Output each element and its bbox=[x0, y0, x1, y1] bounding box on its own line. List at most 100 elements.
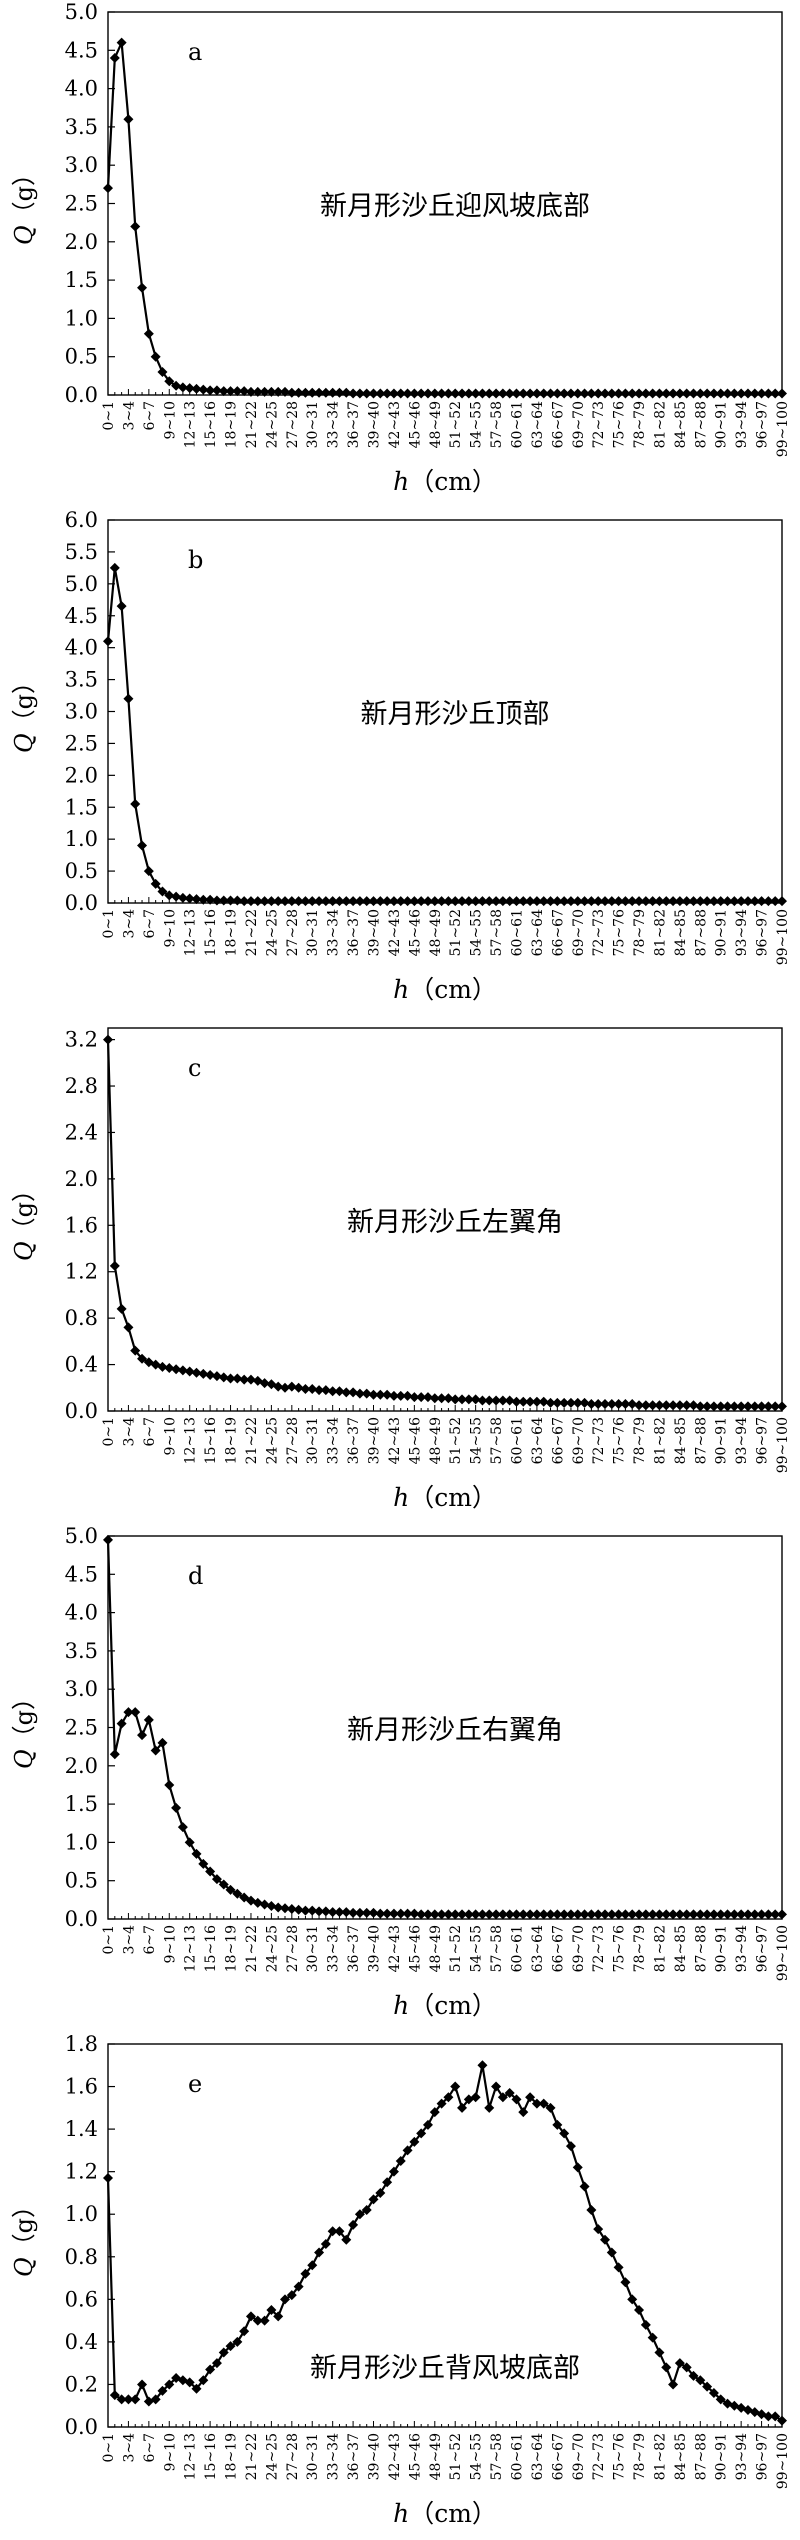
data-point bbox=[708, 1401, 719, 1412]
data-point bbox=[402, 896, 413, 907]
x-tick-label: 96~97 bbox=[755, 401, 771, 448]
data-point bbox=[722, 896, 733, 907]
y-axis-unit: （g） bbox=[10, 162, 38, 225]
y-axis-symbol: Q bbox=[10, 2257, 38, 2277]
x-tick-label: 60~61 bbox=[509, 401, 525, 448]
data-point bbox=[511, 1909, 522, 1920]
data-point bbox=[681, 1909, 692, 1920]
chart-panel-b: 0.0 0.5 1.0 1.5 2.0 2.5 3.0 3.5 4.0 4.5 5.0 5.5 6.0 0… bbox=[0, 508, 800, 1008]
y-tick-label: 5.0 bbox=[65, 572, 98, 596]
panel-annotation: 新月形沙丘右翼角 bbox=[347, 1715, 563, 1746]
data-point bbox=[450, 1909, 461, 1920]
x-tick-label: 30~31 bbox=[305, 909, 321, 956]
x-axis-symbol: h bbox=[393, 1991, 409, 2020]
data-point bbox=[599, 388, 610, 399]
x-tick-label: 21~22 bbox=[244, 1925, 260, 1972]
x-tick-label: 27~28 bbox=[285, 1417, 301, 1464]
data-point bbox=[497, 2092, 508, 2103]
data-point bbox=[559, 388, 570, 399]
data-point bbox=[457, 2102, 468, 2113]
data-point bbox=[484, 388, 495, 399]
data-point bbox=[164, 2379, 175, 2390]
x-tick-label: 6~7 bbox=[142, 1925, 158, 1955]
x-tick-label: 54~55 bbox=[469, 401, 485, 448]
data-point bbox=[484, 2102, 495, 2113]
data-point bbox=[218, 895, 229, 906]
data-point bbox=[599, 1399, 610, 1410]
data-point bbox=[572, 1397, 583, 1408]
data-point bbox=[286, 896, 297, 907]
data-point bbox=[232, 1888, 243, 1899]
x-tick-label: 84~85 bbox=[673, 909, 689, 956]
data-point bbox=[368, 388, 379, 399]
data-point bbox=[715, 2394, 726, 2405]
x-tick-label: 33~34 bbox=[326, 401, 342, 448]
data-point bbox=[777, 2415, 787, 2426]
data-point bbox=[137, 282, 148, 293]
data-point bbox=[150, 878, 161, 889]
y-axis-label: Q（g） bbox=[10, 162, 38, 245]
y-axis-label: Q（g） bbox=[10, 1178, 38, 1261]
x-tick-label: 90~91 bbox=[714, 1925, 730, 1972]
data-point bbox=[777, 388, 787, 399]
data-point bbox=[348, 1907, 359, 1918]
x-tick-label: 84~85 bbox=[673, 2433, 689, 2480]
data-point bbox=[388, 2166, 399, 2177]
data-point bbox=[450, 1394, 461, 1405]
x-tick-label: 39~40 bbox=[367, 401, 383, 448]
data-point bbox=[388, 1908, 399, 1919]
data-point bbox=[259, 1899, 270, 1910]
y-tick-label: 1.2 bbox=[65, 1260, 98, 1284]
data-point bbox=[402, 2145, 413, 2156]
x-tick-label: 87~88 bbox=[693, 401, 709, 448]
data-point bbox=[218, 1372, 229, 1383]
x-tick-label: 66~67 bbox=[550, 1925, 566, 1972]
x-tick-label: 0~1 bbox=[101, 2433, 117, 2463]
x-tick-label: 75~76 bbox=[612, 1925, 628, 1972]
data-point bbox=[143, 1714, 154, 1725]
data-point bbox=[606, 1399, 617, 1410]
y-tick-label: 6.0 bbox=[65, 508, 98, 532]
data-point bbox=[341, 1907, 352, 1918]
data-point bbox=[416, 896, 427, 907]
data-point bbox=[565, 388, 576, 399]
data-point bbox=[559, 1909, 570, 1920]
x-axis-unit: （cm） bbox=[409, 975, 497, 1004]
data-point bbox=[191, 894, 202, 905]
data-point bbox=[429, 896, 440, 907]
data-point bbox=[640, 388, 651, 399]
x-tick-label: 33~34 bbox=[326, 1417, 342, 1464]
chart-svg-d: 0.0 0.5 1.0 1.5 2.0 2.5 3.0 3.5 4.0 4.5 5.0 0~1 3~4 6… bbox=[10, 1524, 791, 2020]
data-point bbox=[109, 2390, 120, 2401]
y-tick-label: 0.6 bbox=[65, 2287, 98, 2311]
y-tick-label: 0.0 bbox=[65, 383, 98, 407]
x-tick-label: 81~82 bbox=[652, 1925, 668, 1972]
x-tick-label: 48~49 bbox=[428, 1925, 444, 1972]
data-point bbox=[395, 1390, 406, 1401]
data-point bbox=[286, 1904, 297, 1915]
x-tick-label: 78~79 bbox=[632, 1417, 648, 1464]
x-tick-label: 54~55 bbox=[469, 909, 485, 956]
x-tick-label: 36~37 bbox=[346, 909, 362, 956]
data-point bbox=[674, 896, 685, 907]
data-point bbox=[627, 388, 638, 399]
data-point bbox=[327, 387, 338, 398]
data-point bbox=[538, 896, 549, 907]
data-point bbox=[545, 388, 556, 399]
data-point bbox=[552, 896, 563, 907]
x-tick-label: 24~25 bbox=[264, 1925, 280, 1972]
data-point bbox=[232, 895, 243, 906]
x-axis-symbol: h bbox=[393, 467, 409, 496]
y-tick-label: 0.0 bbox=[65, 2415, 98, 2439]
x-tick-label: 81~82 bbox=[652, 1417, 668, 1464]
y-tick-label: 0.0 bbox=[65, 891, 98, 915]
data-point bbox=[579, 388, 590, 399]
data-point bbox=[266, 386, 277, 397]
chart-panel-d: 0.0 0.5 1.0 1.5 2.0 2.5 3.0 3.5 4.0 4.5 5.0 0~1 3~4 6… bbox=[0, 1524, 800, 2024]
x-tick-label: 51~52 bbox=[448, 909, 464, 956]
data-point bbox=[334, 387, 345, 398]
data-point bbox=[184, 2377, 195, 2388]
x-tick-label: 18~19 bbox=[224, 1925, 240, 1972]
data-point bbox=[702, 388, 713, 399]
x-tick-label: 84~85 bbox=[673, 1417, 689, 1464]
